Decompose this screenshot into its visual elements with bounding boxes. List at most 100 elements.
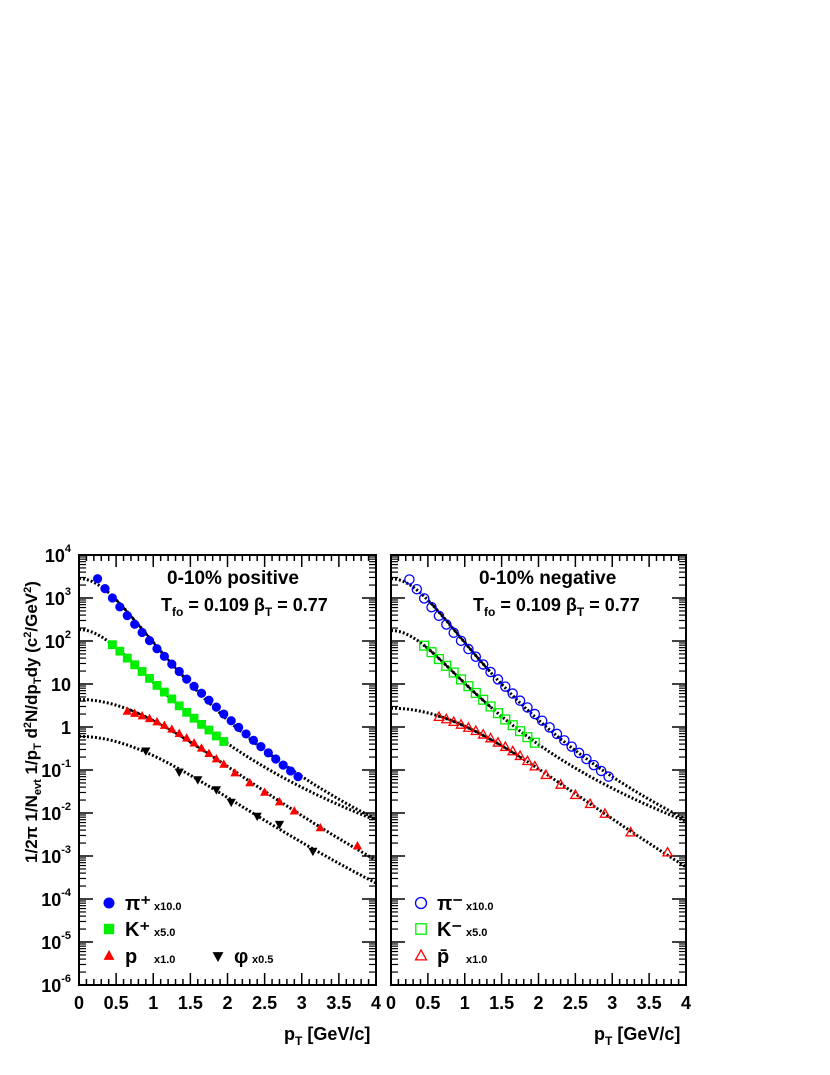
data-point bbox=[456, 674, 467, 685]
data-point bbox=[573, 747, 585, 759]
data-point bbox=[167, 659, 177, 669]
y-tick-label: 1 bbox=[61, 718, 71, 738]
data-point bbox=[122, 610, 132, 621]
data-point bbox=[263, 748, 273, 758]
legend: π⁺ x10.0 K⁺ x5.0 p x1.0 φ x0.5 bbox=[103, 893, 273, 968]
x-tick-label: 2.5 bbox=[563, 993, 588, 1013]
data-point bbox=[440, 713, 453, 724]
y-tick-label: 10-4 bbox=[41, 887, 72, 910]
data-point bbox=[230, 767, 240, 777]
data-point bbox=[286, 766, 296, 776]
y-tick-label: 10-2 bbox=[41, 801, 71, 824]
legend-marker bbox=[414, 896, 428, 910]
data-point bbox=[152, 680, 162, 690]
model-curve-dotted bbox=[79, 698, 376, 862]
data-point bbox=[204, 748, 214, 757]
data-point bbox=[484, 732, 497, 743]
x-tick-label: 1 bbox=[460, 993, 470, 1013]
model-curve-dotted bbox=[391, 706, 686, 869]
data-point bbox=[514, 749, 526, 761]
data-point bbox=[477, 728, 489, 739]
data-point bbox=[603, 771, 614, 782]
legend-scale: x10.0 bbox=[466, 901, 494, 913]
data-point bbox=[492, 708, 503, 719]
data-point bbox=[159, 651, 169, 661]
data-point bbox=[189, 713, 199, 723]
data-point bbox=[226, 716, 236, 726]
y-axis-label: 1/2π 1/Nevt 1/pT d2N/dpTdy (c2/GeV2) bbox=[22, 581, 44, 863]
data-point bbox=[122, 706, 132, 715]
data-point bbox=[426, 601, 437, 613]
data-point bbox=[455, 635, 467, 647]
data-point bbox=[448, 627, 459, 638]
series-1 bbox=[108, 640, 229, 746]
data-point bbox=[271, 754, 281, 764]
panel-negative: 0 0.5 1 1.5 2 2.5 3 3.5 4pT [GeV/c] 0-10% negativ… bbox=[386, 554, 691, 1048]
x-tick-label: 0.5 bbox=[415, 993, 440, 1013]
legend-label: p̄ bbox=[437, 946, 449, 968]
x-tick-label: 3 bbox=[297, 993, 307, 1013]
data-point bbox=[260, 787, 270, 796]
data-point bbox=[252, 812, 262, 822]
data-point bbox=[514, 695, 526, 706]
data-point bbox=[159, 687, 169, 697]
data-point bbox=[462, 721, 475, 732]
x-axis-label: pT [GeV/c] bbox=[594, 1024, 680, 1048]
data-point bbox=[108, 640, 117, 650]
y-tick-label: 102 bbox=[45, 629, 71, 652]
model-curve-dotted bbox=[391, 629, 686, 823]
x-tick-label: 1.5 bbox=[178, 993, 203, 1013]
x-tick-label: 1.5 bbox=[489, 993, 514, 1013]
data-point bbox=[507, 688, 518, 699]
data-point bbox=[107, 593, 118, 603]
legend-scale: x5.0 bbox=[154, 927, 175, 939]
series-0 bbox=[404, 574, 614, 782]
data-point bbox=[441, 660, 452, 671]
data-point bbox=[241, 729, 251, 739]
y-tick-label: 103 bbox=[45, 586, 71, 609]
data-point bbox=[544, 722, 555, 733]
data-point bbox=[137, 710, 147, 720]
model-curve-dotted bbox=[79, 734, 376, 885]
legend-marker bbox=[103, 897, 115, 909]
x-axis-label: pT [GeV/c] bbox=[284, 1024, 370, 1048]
data-point bbox=[426, 647, 437, 658]
data-point bbox=[308, 847, 318, 857]
data-point bbox=[540, 768, 552, 780]
data-point bbox=[211, 702, 221, 712]
data-point bbox=[152, 644, 162, 654]
legend-label: K⁻ bbox=[437, 919, 462, 941]
legend-scale: x10.0 bbox=[154, 901, 182, 913]
data-point bbox=[219, 737, 229, 746]
data-point bbox=[167, 694, 177, 704]
data-point bbox=[130, 708, 140, 717]
legend-label: p bbox=[125, 946, 137, 968]
x-tick-label: 3.5 bbox=[637, 993, 662, 1013]
data-point bbox=[499, 740, 512, 752]
data-point bbox=[507, 720, 518, 731]
legend: π⁻ x10.0 K⁻ x5.0 p̄ x1.0 bbox=[414, 893, 494, 968]
data-point bbox=[219, 759, 229, 768]
data-point bbox=[182, 674, 192, 684]
panel-title: 0-10% positive bbox=[167, 568, 299, 589]
legend-marker bbox=[212, 952, 224, 962]
data-point bbox=[470, 687, 481, 698]
data-point bbox=[137, 667, 147, 676]
data-point bbox=[174, 666, 184, 677]
data-point bbox=[506, 745, 519, 756]
data-point bbox=[289, 806, 299, 815]
data-point bbox=[167, 724, 177, 733]
data-point bbox=[189, 681, 199, 691]
x-tick-label: 1 bbox=[148, 993, 158, 1013]
data-point bbox=[144, 713, 155, 723]
series-0 bbox=[92, 574, 303, 782]
data-point bbox=[274, 796, 285, 806]
data-point bbox=[274, 820, 285, 830]
data-point bbox=[419, 640, 430, 651]
data-point bbox=[584, 797, 596, 809]
data-point bbox=[661, 846, 674, 857]
data-point bbox=[219, 709, 229, 719]
data-point bbox=[130, 619, 140, 629]
data-point bbox=[211, 786, 221, 795]
data-point bbox=[529, 760, 541, 771]
